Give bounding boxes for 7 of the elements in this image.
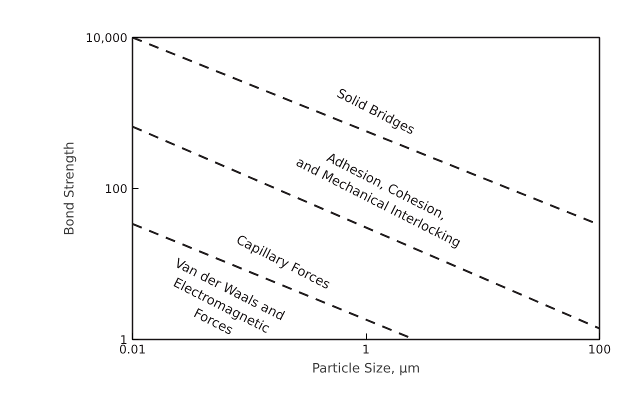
- y-tick-label: 10,000: [86, 31, 128, 45]
- y-axis-title: Bond Strength: [62, 142, 78, 236]
- y-tick-label: 100: [104, 182, 128, 196]
- x-tick-label: 1: [362, 342, 370, 356]
- x-tick-label: 100: [588, 342, 611, 356]
- x-axis-title: Particle Size, μm: [312, 362, 420, 376]
- x-tick-label: 0.01: [119, 342, 146, 356]
